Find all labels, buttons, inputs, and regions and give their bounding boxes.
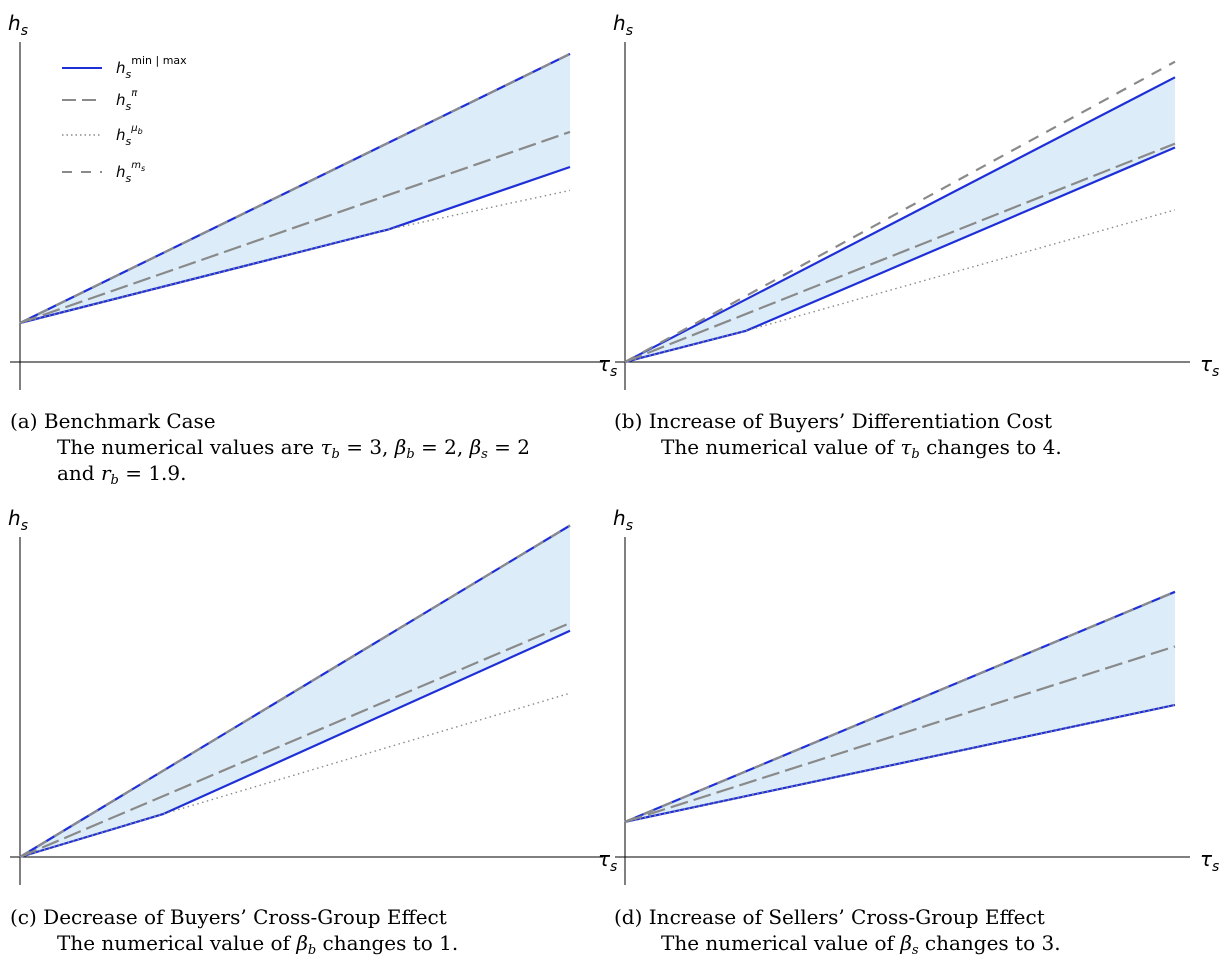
chart-panel-d: hs τs: [613, 506, 1219, 885]
series-line-pi-b: [624, 142, 1176, 364]
caption-c-title: Decrease of Buyers’ Cross-Group Effect: [43, 905, 447, 929]
series-line-m_s-b: [624, 60, 1176, 363]
legend: hsmin | max hsπ hsμb hsms: [62, 54, 187, 185]
y-axis-label-b: hs: [613, 11, 633, 39]
legend-label-max: hsmin | max: [116, 54, 187, 81]
caption-a-line3: and rb = 1.9.: [57, 461, 187, 488]
x-axis-label-b: τs: [1200, 352, 1219, 380]
caption-a-line2: The numerical values are τb = 3, βb = 2,…: [57, 435, 531, 462]
chart-panel-b: hs τs: [613, 11, 1219, 390]
x-axis-label-a: τs: [598, 352, 617, 380]
caption-d-title: Increase of Sellers’ Cross-Group Effect: [648, 905, 1045, 929]
x-axis-label-c: τs: [598, 847, 617, 875]
series-line-pi-a: [19, 130, 571, 325]
series-line-mu_b-a: [19, 189, 571, 324]
caption-d-title-line: (d) Increase of Sellers’ Cross-Group Eff…: [614, 904, 1061, 930]
series-line-min-b: [624, 146, 1176, 364]
series-line-max-b: [624, 76, 1176, 363]
caption-b-line2: The numerical value of τb changes to 4.: [661, 435, 1062, 462]
caption-a-title-line: (a) Benchmark Case: [10, 408, 530, 434]
caption-b-title-line: (b) Increase of Buyers’ Differentiation …: [614, 408, 1062, 434]
caption-b: (b) Increase of Buyers’ Differentiation …: [614, 408, 1062, 462]
caption-d-label: (d): [614, 905, 643, 929]
series-line-pi-c: [19, 621, 571, 859]
caption-a-label: (a): [10, 409, 38, 433]
legend-label-mu-b: hsμb: [116, 123, 143, 148]
series-line-pi-d: [624, 645, 1176, 823]
x-axis-label-d: τs: [1200, 847, 1219, 875]
series-line-mu_b-d: [624, 704, 1176, 823]
caption-b-label: (b): [614, 409, 643, 433]
caption-b-title: Increase of Buyers’ Differentiation Cost: [648, 409, 1053, 433]
caption-c-label: (c): [10, 905, 37, 929]
caption-a: (a) Benchmark Case The numerical values …: [10, 408, 531, 488]
legend-label-pi: hsπ: [116, 88, 138, 113]
y-axis-label-c: hs: [8, 506, 28, 534]
y-axis-label-a: hs: [8, 11, 28, 39]
series-line-max-d: [624, 590, 1176, 823]
legend-label-m-s: hsms: [116, 160, 145, 185]
series-line-m_s-a: [19, 52, 571, 324]
chart-panel-a: hs τs: [8, 11, 617, 390]
caption-d: (d) Increase of Sellers’ Cross-Group Eff…: [614, 904, 1061, 958]
caption-a-title: Benchmark Case: [43, 409, 216, 433]
caption-d-line2: The numerical value of βs changes to 3.: [661, 931, 1061, 958]
chart-panel-c: hs τs: [8, 506, 617, 885]
y-axis-label-d: hs: [613, 506, 633, 534]
series-line-m_s-c: [19, 524, 571, 858]
caption-c: (c) Decrease of Buyers’ Cross-Group Effe…: [10, 904, 459, 958]
series-line-min-c: [19, 629, 571, 859]
chart-panels: hs τs hs τs hs τs hs τs: [8, 11, 1219, 885]
caption-c-line2: The numerical value of βb changes to 1.: [57, 931, 459, 958]
caption-c-title-line: (c) Decrease of Buyers’ Cross-Group Effe…: [10, 904, 458, 930]
